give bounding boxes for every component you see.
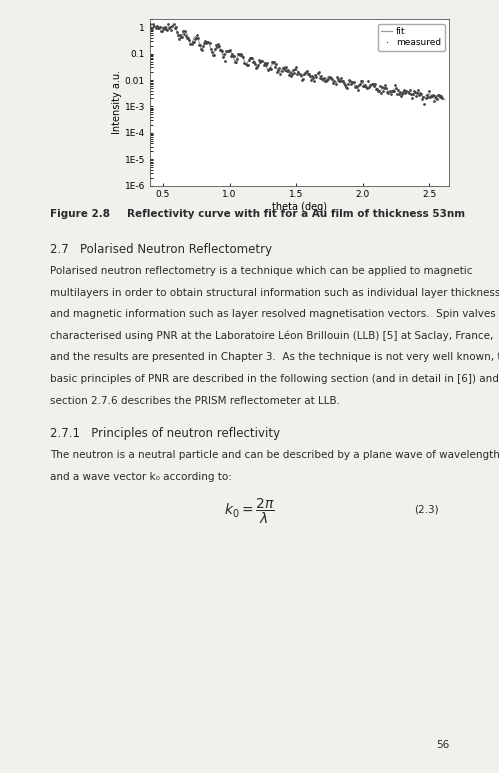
Text: Polarised neutron reflectometry is a technique which can be applied to magnetic: Polarised neutron reflectometry is a tec… (50, 266, 473, 276)
X-axis label: theta (deg): theta (deg) (272, 203, 327, 212)
Text: characterised using PNR at the Laboratoire Léon Brillouin (LLB) [5] at Saclay, F: characterised using PNR at the Laboratoi… (50, 331, 494, 342)
Text: and the results are presented in Chapter 3.  As the technique is not very well k: and the results are presented in Chapter… (50, 352, 499, 363)
Text: 56: 56 (436, 740, 449, 750)
Text: Figure 2.8: Figure 2.8 (50, 209, 110, 219)
Text: and magnetic information such as layer resolved magnetisation vectors.  Spin val: and magnetic information such as layer r… (50, 309, 499, 319)
Text: basic principles of PNR are described in the following section (and in detail in: basic principles of PNR are described in… (50, 374, 499, 384)
Text: and a wave vector k₀ according to:: and a wave vector k₀ according to: (50, 472, 232, 482)
Text: $k_0 = \dfrac{2\pi}{\lambda}$: $k_0 = \dfrac{2\pi}{\lambda}$ (224, 497, 275, 526)
Text: Reflectivity curve with fit for a Au film of thickness 53nm: Reflectivity curve with fit for a Au fil… (127, 209, 466, 219)
Y-axis label: Intensity a.u.: Intensity a.u. (112, 70, 122, 135)
Text: (2.3): (2.3) (415, 505, 439, 515)
Text: 2.7.1   Principles of neutron reflectivity: 2.7.1 Principles of neutron reflectivity (50, 427, 280, 440)
Text: The neutron is a neutral particle and can be described by a plane wave of wavele: The neutron is a neutral particle and ca… (50, 450, 499, 460)
Text: multilayers in order to obtain structural information such as individual layer t: multilayers in order to obtain structura… (50, 288, 499, 298)
Text: section 2.7.6 describes the PRISM reflectometer at LLB.: section 2.7.6 describes the PRISM reflec… (50, 396, 340, 406)
Legend: fit, measured: fit, measured (378, 24, 445, 51)
Text: 2.7   Polarised Neutron Reflectometry: 2.7 Polarised Neutron Reflectometry (50, 243, 272, 257)
